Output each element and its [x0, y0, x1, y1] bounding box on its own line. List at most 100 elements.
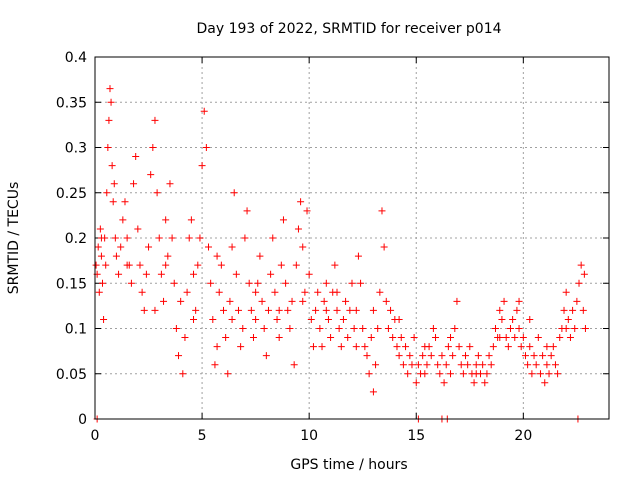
data-point: [534, 334, 542, 342]
data-point: [506, 325, 514, 332]
data-point: [155, 234, 163, 242]
data-point: [404, 370, 412, 378]
data-point: [162, 216, 170, 224]
data-point: [502, 334, 510, 342]
data-point: [130, 180, 138, 188]
data-point: [262, 352, 270, 360]
data-point: [108, 162, 116, 170]
data-point: [307, 315, 315, 323]
data-point: [521, 352, 529, 360]
data-point: [98, 279, 106, 287]
data-point: [393, 343, 401, 351]
data-point: [479, 361, 487, 369]
data-point: [134, 225, 142, 233]
data-point: [279, 216, 287, 224]
x-tick-label: 5: [198, 428, 207, 444]
data-point: [105, 116, 113, 124]
x-tick-label: 10: [300, 428, 318, 444]
y-tick-label: 0: [78, 412, 87, 428]
data-point: [92, 261, 100, 269]
data-point: [179, 370, 187, 378]
x-axis-label: GPS time / hours: [290, 457, 407, 473]
data-point: [115, 270, 123, 278]
data-point: [222, 334, 230, 342]
data-point: [472, 361, 480, 369]
data-point: [410, 334, 418, 342]
data-point: [549, 343, 557, 351]
data-point: [350, 325, 358, 332]
plot-frame: [94, 56, 610, 420]
data-point: [309, 343, 317, 351]
data-point: [145, 243, 153, 251]
data-point: [149, 144, 157, 151]
data-point: [344, 334, 352, 342]
data-point: [361, 343, 369, 351]
y-tick-label: 0.3: [65, 141, 87, 157]
data-point: [447, 370, 455, 378]
data-point: [528, 370, 536, 378]
data-point: [359, 325, 367, 332]
data-point: [363, 352, 371, 360]
data-point: [168, 234, 176, 242]
data-point: [382, 297, 390, 305]
data-point: [376, 288, 384, 296]
data-point: [357, 279, 365, 287]
data-point: [449, 352, 457, 360]
data-point: [423, 361, 431, 369]
data-point: [367, 334, 375, 342]
data-point: [532, 361, 540, 369]
data-point: [384, 325, 392, 332]
data-point: [354, 252, 362, 260]
data-point: [406, 352, 414, 360]
data-point: [526, 343, 534, 351]
data-point: [434, 361, 442, 369]
data-point: [151, 306, 159, 314]
data-point: [103, 189, 111, 197]
data-point: [95, 288, 103, 296]
data-point: [374, 325, 382, 332]
data-point: [517, 343, 525, 351]
data-point: [562, 288, 570, 296]
data-point: [138, 288, 146, 296]
data-point: [185, 234, 193, 242]
data-point: [234, 306, 242, 314]
data-point: [215, 288, 223, 296]
data-point: [395, 315, 403, 323]
data-point: [551, 361, 559, 369]
data-point: [314, 288, 322, 296]
data-point: [571, 325, 579, 332]
data-point: [166, 180, 174, 188]
data-point: [205, 243, 213, 251]
data-point: [160, 297, 168, 305]
data-point: [164, 252, 172, 260]
data-point: [247, 306, 255, 314]
data-point: [335, 325, 343, 332]
data-point: [526, 315, 534, 323]
data-point: [284, 306, 292, 314]
data-point: [447, 334, 455, 342]
y-tick-label: 0.1: [65, 322, 87, 338]
data-point: [352, 343, 360, 351]
data-point: [107, 98, 115, 106]
data-point: [112, 252, 120, 260]
data-point: [560, 306, 568, 314]
data-point: [442, 361, 450, 369]
data-point: [177, 297, 185, 305]
data-point: [224, 370, 232, 378]
data-point: [504, 343, 512, 351]
data-point: [316, 325, 324, 332]
data-point: [96, 225, 104, 233]
data-point: [496, 334, 504, 342]
data-point: [515, 325, 523, 332]
data-point: [421, 343, 429, 351]
data-point: [453, 297, 461, 305]
data-point: [419, 352, 427, 360]
data-point: [196, 234, 204, 242]
data-point: [459, 370, 467, 378]
data-point: [402, 343, 410, 351]
data-point: [543, 343, 551, 351]
data-point: [142, 270, 150, 278]
data-point: [331, 261, 339, 269]
data-point: [258, 297, 266, 305]
